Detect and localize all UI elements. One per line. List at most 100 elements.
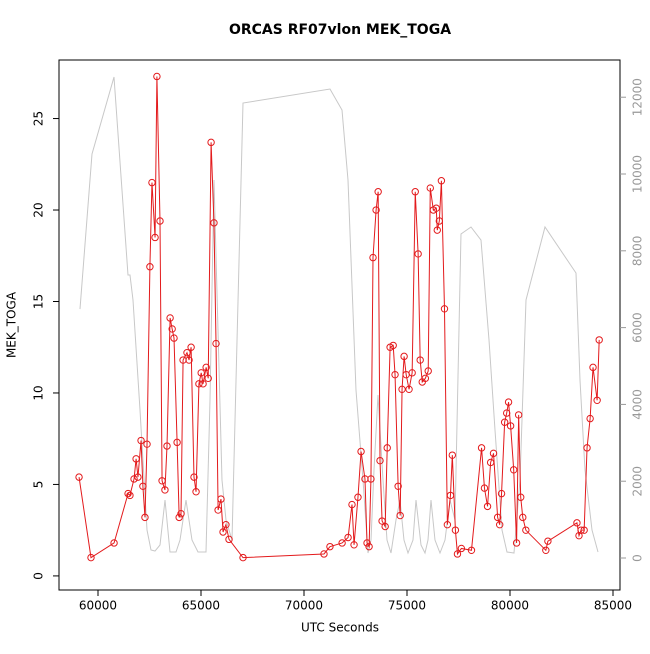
y-tick-label: 5	[32, 481, 46, 489]
y2-tick-label: 4000	[631, 389, 645, 420]
data-point	[139, 482, 147, 490]
data-point	[586, 414, 594, 423]
series-line	[78, 76, 600, 559]
data-point	[363, 539, 371, 547]
data-point	[187, 343, 195, 351]
data-point	[504, 398, 513, 406]
data-point	[207, 138, 215, 147]
data-point	[426, 184, 434, 192]
data-point	[383, 444, 391, 452]
data-point	[378, 517, 386, 525]
series-line	[79, 76, 599, 555]
data-point	[367, 475, 375, 483]
data-point	[197, 369, 205, 377]
data-point	[451, 526, 460, 534]
data-point	[405, 385, 413, 394]
data-point	[486, 458, 495, 467]
data-point	[416, 356, 424, 364]
data-point	[204, 374, 212, 383]
data-point	[175, 513, 183, 522]
data-point	[437, 177, 446, 185]
data-point	[137, 436, 145, 445]
data-point	[350, 541, 358, 549]
y2-tick-label: 8000	[631, 236, 645, 267]
data-point	[369, 253, 377, 262]
data-point	[190, 473, 198, 481]
data-point	[151, 233, 159, 242]
data-point	[192, 488, 200, 496]
data-point	[477, 444, 486, 452]
data-point	[446, 491, 455, 500]
data-point	[517, 493, 525, 501]
x-axis-label: UTC Seconds	[301, 621, 379, 635]
data-point	[453, 550, 462, 558]
data-point	[185, 356, 193, 364]
data-point	[156, 217, 164, 225]
data-point	[489, 449, 498, 458]
y-tick-label: 20	[32, 202, 46, 217]
data-point	[519, 513, 527, 522]
data-point	[583, 444, 591, 452]
data-point	[522, 526, 530, 534]
data-point	[348, 500, 356, 509]
data-point	[408, 369, 416, 377]
data-point	[448, 451, 457, 459]
data-point	[595, 336, 603, 344]
data-point	[514, 411, 523, 419]
data-point	[170, 334, 178, 342]
data-point	[589, 363, 597, 372]
data-point	[153, 72, 161, 81]
data-point	[433, 226, 441, 234]
data-point	[126, 491, 134, 500]
data-point	[148, 178, 156, 187]
data-point	[580, 526, 588, 534]
x-tick-label: 75000	[388, 599, 426, 613]
data-point	[483, 502, 492, 511]
data-point	[217, 495, 225, 503]
data-point	[435, 217, 444, 225]
data-point	[457, 544, 466, 553]
x-tick-label: 60000	[79, 599, 117, 613]
data-point	[480, 484, 489, 492]
y-tick-label: 25	[32, 111, 46, 126]
x-tick-label: 65000	[182, 599, 220, 613]
data-point	[510, 466, 518, 474]
data-point	[421, 374, 430, 383]
data-point	[212, 339, 220, 348]
data-point	[440, 305, 449, 313]
chart-title: ORCAS RF07vlon MEK_TOGA	[229, 22, 451, 38]
data-point	[467, 546, 476, 555]
data-point	[414, 250, 422, 258]
data-point	[544, 537, 552, 545]
data-point	[183, 349, 191, 357]
data-point	[376, 456, 384, 465]
data-point	[87, 553, 95, 562]
data-point	[502, 409, 511, 417]
data-point	[512, 539, 521, 547]
data-point	[75, 473, 83, 481]
data-point	[394, 482, 402, 490]
data-point	[222, 520, 230, 529]
data-point	[424, 367, 432, 375]
y2-tick-label: 0	[631, 554, 645, 562]
data-point	[411, 188, 419, 196]
data-point	[177, 510, 185, 518]
x-tick-label: 85000	[594, 599, 632, 613]
data-point	[374, 188, 382, 196]
data-point	[398, 385, 406, 394]
data-point	[141, 513, 149, 522]
data-point	[134, 473, 142, 481]
data-point	[239, 553, 247, 562]
data-point	[577, 526, 585, 534]
data-point	[506, 422, 515, 430]
data-point	[168, 325, 176, 333]
data-point	[146, 263, 154, 271]
data-point	[493, 513, 502, 522]
data-point	[158, 477, 166, 485]
y2-tick-label: 2000	[631, 466, 645, 497]
data-point	[110, 539, 118, 547]
x-tick-label: 70000	[285, 599, 323, 613]
data-point	[400, 352, 408, 361]
data-point	[225, 535, 233, 544]
